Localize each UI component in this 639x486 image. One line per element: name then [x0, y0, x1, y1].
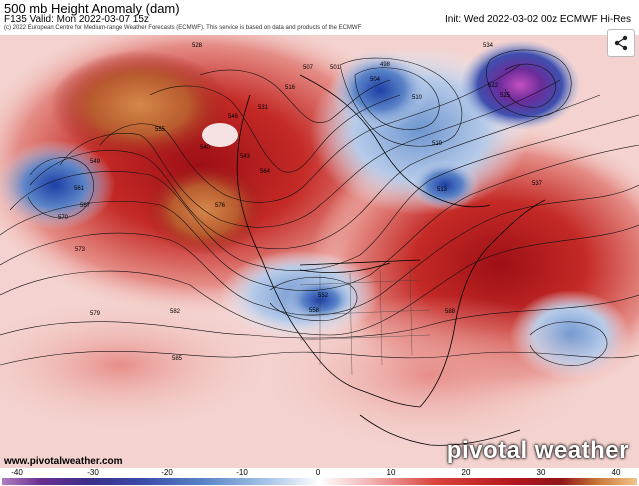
colorbar-tick: 30 — [536, 468, 546, 477]
colorbar-tick: -20 — [161, 468, 173, 477]
contour-label: 555 — [155, 127, 166, 133]
contour-label: 582 — [170, 309, 181, 315]
north-atlantic-low — [460, 40, 580, 130]
contour-label: 498 — [380, 62, 391, 68]
contour-label: 504 — [370, 77, 381, 83]
colorbar-gradient — [2, 478, 637, 485]
contour-label: 558 — [309, 308, 320, 314]
colorbar-tick: 10 — [386, 468, 396, 477]
copyright-notice: (c) 2022 European Centre for Medium-rang… — [4, 25, 362, 31]
caribbean-pink — [250, 295, 610, 455]
contour-label: 540 — [200, 145, 211, 151]
contour-label: 573 — [75, 247, 86, 253]
contour-label: 507 — [303, 65, 314, 71]
share-icon — [614, 35, 628, 51]
contour-label: 531 — [258, 105, 269, 111]
contour-label: 510 — [412, 95, 423, 101]
contour-label: 585 — [172, 356, 183, 362]
contour-label: 537 — [532, 181, 543, 187]
valid-time: F135 Valid: Mon 2022-03-07 15z — [4, 14, 149, 25]
contour-label: 501 — [330, 65, 341, 71]
state-borders — [299, 264, 431, 376]
contour-label: 543 — [240, 154, 251, 160]
contour-labels: 528 534 540 546 549 555 561 564 567 570 … — [58, 43, 543, 362]
colorbar-tick: -10 — [236, 468, 248, 477]
colorbar-tick: -30 — [87, 468, 99, 477]
orange-max-north — [50, 50, 230, 160]
contour-label: 576 — [215, 203, 226, 209]
contour-label: 528 — [192, 43, 203, 49]
height-contours — [0, 49, 639, 366]
cutoff-small — [202, 123, 238, 147]
map-header: 500 mb Height Anomaly (dam) F135 Valid: … — [0, 0, 639, 35]
contour-label: 516 — [285, 85, 296, 91]
coastlines — [236, 74, 546, 446]
contour-label: 549 — [90, 159, 101, 165]
colorbar-tick: -40 — [11, 468, 23, 477]
map-title: 500 mb Height Anomaly (dam) — [4, 1, 180, 16]
brand-watermark: pivotal weather — [446, 437, 629, 464]
contour-label: 564 — [260, 169, 271, 175]
contour-label: 519 — [432, 141, 443, 147]
contour-label: 513 — [437, 187, 448, 193]
contour-label: 561 — [74, 186, 85, 192]
pacific-low — [0, 140, 115, 230]
colorbar-tick: 0 — [315, 468, 321, 477]
contour-label: 567 — [80, 203, 91, 209]
subtropical-pink — [0, 295, 280, 435]
site-watermark: www.pivotalweather.com — [4, 456, 123, 467]
colorbar-tick: 40 — [611, 468, 621, 477]
share-button[interactable] — [607, 29, 635, 57]
colorbar-tick: 20 — [461, 468, 471, 477]
contour-label: 552 — [318, 293, 329, 299]
contour-label: 534 — [483, 43, 494, 49]
northeast-low — [410, 160, 480, 210]
contour-label: 522 — [488, 83, 499, 89]
contour-label: 570 — [58, 215, 69, 221]
hudson-low — [330, 50, 430, 130]
contour-label: 546 — [228, 114, 239, 120]
contour-label: 525 — [500, 93, 511, 99]
orange-max-south — [145, 165, 265, 255]
anomaly-colorbar: -40 -30 -20 -10 0 10 20 30 40 — [0, 468, 639, 486]
contour-label: 579 — [90, 311, 101, 317]
contour-label: 588 — [445, 309, 456, 315]
height-anomaly-map: 528 534 540 546 549 555 561 564 567 570 … — [0, 35, 639, 468]
init-time: Init: Wed 2022-03-02 00z ECMWF Hi-Res — [445, 14, 631, 25]
